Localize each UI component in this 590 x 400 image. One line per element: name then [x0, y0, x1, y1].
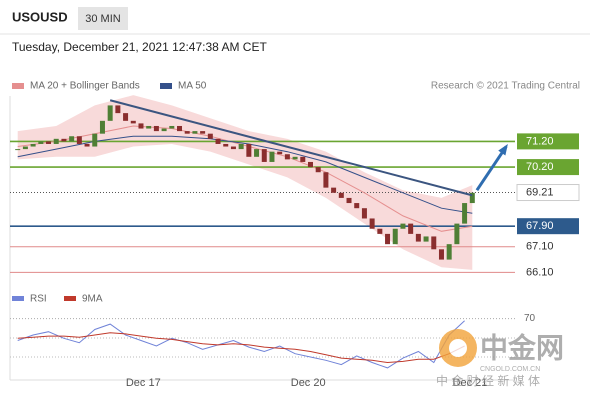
x-tick-label: Dec 17 — [126, 377, 161, 389]
candle — [223, 143, 229, 147]
candle — [307, 161, 313, 168]
candle — [354, 203, 360, 209]
candle — [38, 141, 44, 144]
candle — [53, 138, 59, 144]
level-label: 71.20 — [526, 135, 554, 147]
candle — [192, 131, 198, 134]
candle — [138, 123, 144, 129]
symbol: USOUSD — [12, 9, 68, 24]
watermark-domain: CNGOLD.COM.CN — [480, 366, 540, 373]
candle — [361, 208, 367, 219]
candle — [338, 192, 344, 198]
candle — [346, 197, 352, 204]
candle — [408, 223, 414, 234]
candle — [261, 149, 267, 162]
candle — [469, 192, 475, 204]
candle — [169, 125, 175, 129]
watermark-logo — [449, 339, 467, 357]
level-label: 69.21 — [526, 186, 554, 198]
candle — [130, 120, 136, 124]
candle — [69, 136, 75, 142]
watermark-tagline: 中 金 财 经 新 媒 体 — [436, 373, 540, 388]
timeframe-button[interactable] — [78, 7, 128, 30]
legend-label: RSI — [30, 294, 47, 305]
candle — [238, 143, 244, 150]
candle — [269, 151, 275, 162]
candle — [254, 149, 260, 157]
candle — [423, 236, 429, 242]
rsi-line — [17, 332, 465, 364]
level-label: 70.20 — [526, 161, 554, 173]
x-tick-label: Dec 21 — [453, 377, 488, 389]
level-label: 66.10 — [526, 266, 554, 278]
x-tick-label: Dec 20 — [291, 377, 326, 389]
candle — [177, 125, 183, 132]
level-label-box — [517, 133, 579, 150]
candle — [15, 149, 21, 151]
candle — [184, 131, 190, 134]
watermark-name: 中金网 — [480, 331, 564, 363]
credit: Research © 2021 Trading Central — [431, 81, 580, 92]
legend-label: MA 20 + Bollinger Bands — [30, 81, 140, 92]
candle — [99, 120, 105, 134]
candle — [76, 136, 82, 144]
candle — [446, 244, 452, 260]
candle — [331, 187, 337, 193]
candle — [385, 233, 391, 245]
candle — [230, 146, 236, 150]
legend-label: MA 50 — [178, 81, 207, 92]
legend-label: 9MA — [82, 294, 103, 305]
candle — [392, 228, 398, 245]
candle — [292, 156, 298, 160]
legend-swatch — [12, 83, 24, 89]
forecast-arrow — [475, 145, 508, 192]
candle — [246, 143, 252, 157]
legend-swatch — [160, 83, 172, 89]
candle — [277, 151, 283, 155]
candle — [153, 125, 159, 132]
candle — [462, 203, 468, 224]
arrow-head — [498, 144, 508, 156]
candle — [431, 236, 437, 250]
candle — [123, 113, 129, 121]
candle — [200, 131, 206, 134]
bollinger-band — [17, 95, 473, 270]
level-label-box — [516, 184, 580, 202]
legend-swatch — [12, 296, 24, 301]
candle — [284, 154, 290, 160]
level-label-box — [517, 218, 579, 235]
candle — [369, 218, 375, 229]
candle — [61, 138, 67, 142]
candle — [22, 146, 28, 150]
rsi-line — [17, 320, 465, 369]
timestamp: Tuesday, December 21, 2021 12:47:38 AM C… — [12, 40, 267, 54]
level-label: 67.10 — [526, 241, 554, 253]
legend-swatch — [64, 296, 76, 301]
candle — [30, 143, 36, 147]
candle — [323, 172, 329, 188]
candle — [107, 105, 113, 121]
candle — [146, 125, 152, 129]
watermark: 中金网 CNGOLD.COM.CN 中 金 财 经 新 媒 体 — [436, 329, 564, 388]
candle — [207, 133, 213, 139]
timeframe[interactable]: 30 MIN — [85, 13, 121, 25]
candle — [454, 223, 460, 245]
candle — [315, 167, 321, 173]
candle — [115, 105, 121, 114]
candle — [46, 141, 52, 144]
level-label: 67.90 — [526, 220, 554, 232]
candle — [215, 138, 221, 144]
candle — [400, 223, 406, 229]
candle — [92, 133, 98, 147]
candle — [377, 228, 383, 234]
candle — [300, 156, 306, 162]
trendline — [109, 99, 473, 197]
candle — [84, 143, 90, 147]
candle — [415, 233, 421, 242]
level-label-box — [517, 159, 579, 176]
y-tick-label: 70 — [524, 313, 536, 324]
candle — [438, 249, 444, 260]
candle — [161, 128, 167, 132]
